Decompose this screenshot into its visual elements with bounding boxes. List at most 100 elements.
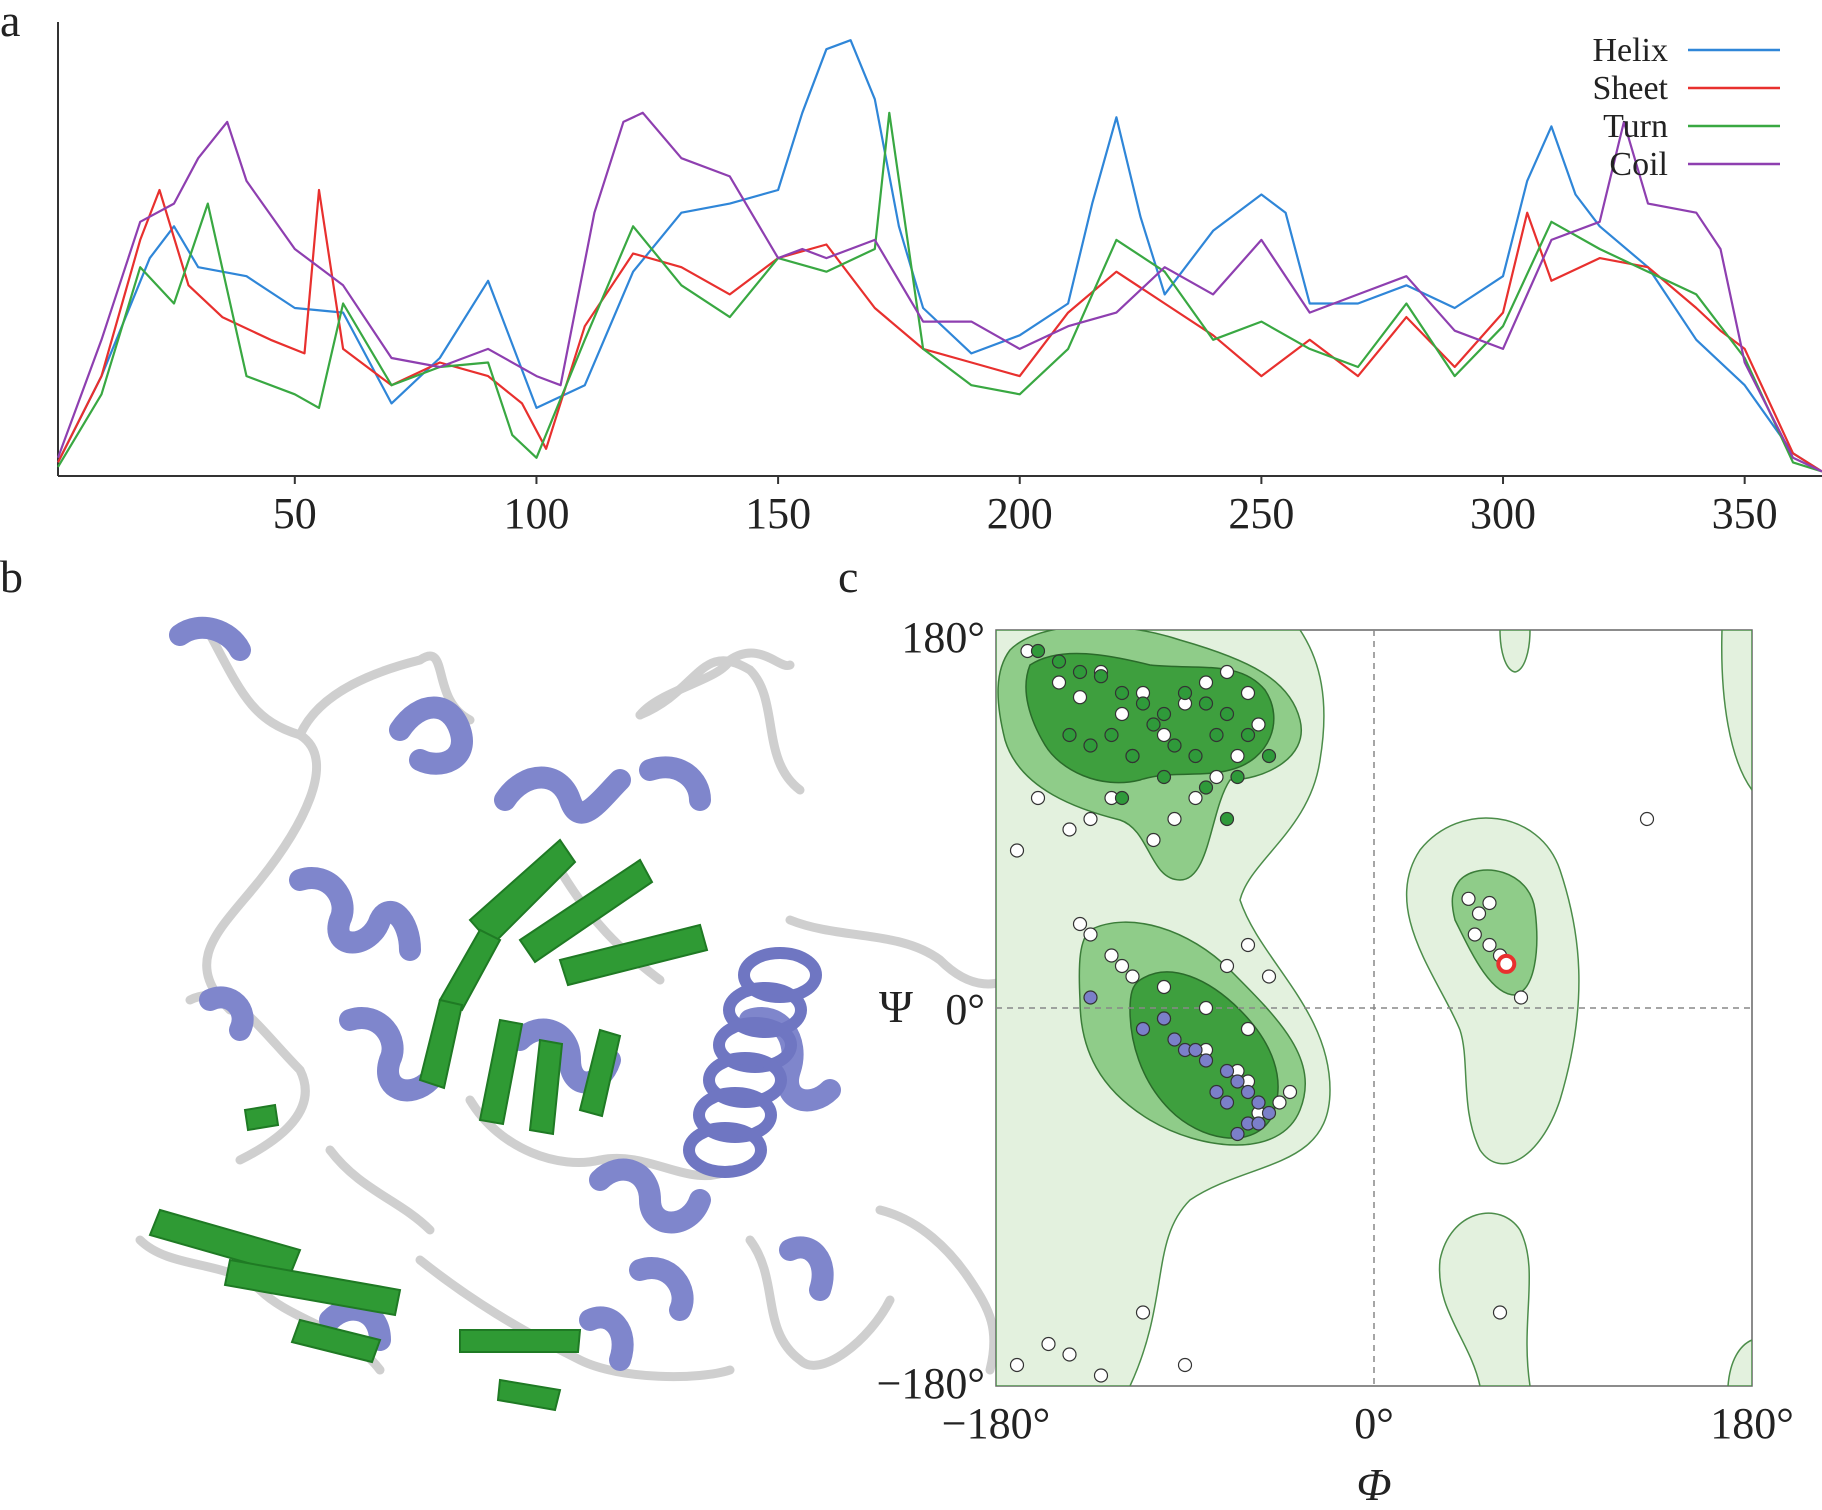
scatter-point [1272, 1095, 1287, 1110]
scatter-point [1282, 1084, 1298, 1100]
scatter-point [1125, 748, 1140, 764]
scatter-point [1051, 654, 1067, 669]
scatter-point [1492, 1305, 1508, 1320]
scatter-point [1219, 706, 1235, 722]
x-axis-title: Φ [1356, 1459, 1391, 1510]
scatter-point [1198, 1053, 1214, 1068]
scatter-point [1083, 990, 1098, 1005]
scatter-point [1114, 685, 1130, 701]
y-axis-title: Ψ [879, 981, 913, 1032]
scatter-point [1156, 1011, 1172, 1026]
region-outer-top-right [1499, 630, 1531, 673]
scatter-point [1261, 969, 1277, 984]
legend-label-sheet: Sheet [1592, 70, 1668, 107]
scatter-point [1167, 738, 1182, 753]
scatter-point [1146, 717, 1161, 732]
scatter-point [1482, 937, 1497, 953]
scatter-point [1209, 727, 1224, 743]
x-tick-label-mid: 0° [1354, 1399, 1394, 1448]
legend-label-turn: Turn [1603, 108, 1668, 145]
scatter-point [1219, 1095, 1235, 1110]
ramachandran-plot-panel-c: 180° 0° −180° −180° 0° 180° Ψ Φ [877, 613, 1794, 1510]
scatter-point [1188, 1042, 1203, 1058]
x-tick-label: 200 [987, 489, 1053, 538]
x-tick-label-left: −180° [942, 1399, 1050, 1448]
scatter-point [1261, 1105, 1277, 1121]
series-group [56, 39, 1822, 473]
scatter-point [1156, 706, 1172, 722]
scatter-point [1156, 727, 1172, 743]
scatter-point [1513, 990, 1529, 1005]
scatter-point [1240, 1021, 1256, 1037]
scatter-point [1062, 822, 1077, 837]
x-tick-label: 350 [1712, 489, 1778, 538]
scatter-point [1083, 927, 1098, 942]
residue-points [1009, 643, 1655, 1383]
scatter-point [1177, 1357, 1193, 1373]
x-tick-group: 50 100 150 200 250 300 350 [273, 476, 1778, 538]
scatter-point [1198, 675, 1214, 690]
scatter-point [1251, 1116, 1266, 1131]
scatter-point [1135, 696, 1151, 711]
scatter-point [1104, 727, 1119, 743]
panel-c-letter: c [838, 551, 858, 602]
scatter-point [1041, 1336, 1056, 1352]
scatter-point [1146, 832, 1161, 848]
x-tick-label: 300 [1470, 489, 1536, 538]
scatter-point [1198, 1000, 1214, 1016]
y-tick-label-mid: 0° [945, 985, 985, 1034]
scatter-point [1051, 675, 1067, 690]
scatter-point [1135, 1021, 1151, 1037]
scatter-point [1177, 685, 1193, 701]
scatter-point [1639, 811, 1655, 827]
scatter-point [1219, 664, 1235, 680]
scatter-point [1261, 748, 1277, 764]
scatter-point [1104, 948, 1119, 963]
beta-strands [148, 838, 709, 1412]
region-core-beta [1025, 652, 1275, 784]
region-outer-right-edge [1721, 630, 1752, 792]
series-line-sheet [57, 188, 1822, 473]
scatter-point [1219, 1063, 1235, 1079]
scatter-point [1093, 1368, 1109, 1383]
region-outer-mid [1405, 817, 1580, 1165]
region-outer-bottom-right [1727, 1339, 1752, 1386]
x-tick-label: 250 [1228, 489, 1294, 538]
scatter-point [1209, 769, 1224, 785]
scatter-point [1188, 748, 1203, 764]
panel-b-letter: b [0, 551, 23, 602]
scatter-point [1461, 891, 1476, 906]
scatter-point [1230, 748, 1245, 764]
scatter-point [1240, 1084, 1256, 1100]
helix-segments [169, 616, 841, 1371]
scatter-point [1482, 895, 1497, 911]
scatter-point [1135, 1305, 1151, 1320]
scatter-point [1062, 1347, 1077, 1362]
scatter-point [1114, 958, 1130, 974]
scatter-point [1072, 916, 1088, 932]
scatter-point [1030, 790, 1046, 806]
scatter-point [1219, 958, 1235, 974]
scatter-point [1114, 706, 1130, 722]
scatter-point [1240, 727, 1256, 743]
scatter-point [1156, 979, 1172, 995]
x-tick-label: 100 [503, 489, 569, 538]
series-line-coil [56, 111, 1822, 473]
scatter-point [1209, 1084, 1224, 1100]
scatter-point [1230, 1126, 1245, 1142]
long-helix [683, 947, 822, 1178]
scatter-point [1198, 780, 1214, 795]
scatter-point [1072, 690, 1088, 705]
scatter-point [1496, 953, 1517, 974]
scatter-point [1467, 927, 1482, 942]
x-tick-label-right: 180° [1710, 1399, 1794, 1448]
scatter-point [1167, 1032, 1182, 1047]
scatter-point [1009, 843, 1025, 858]
scatter-point [1251, 1095, 1266, 1110]
scatter-point [1114, 790, 1130, 806]
scatter-point [1240, 685, 1256, 701]
scatter-point [1230, 769, 1245, 785]
x-tick-label: 50 [273, 489, 317, 538]
scatter-point [1240, 937, 1256, 953]
scatter-point [1167, 811, 1182, 827]
